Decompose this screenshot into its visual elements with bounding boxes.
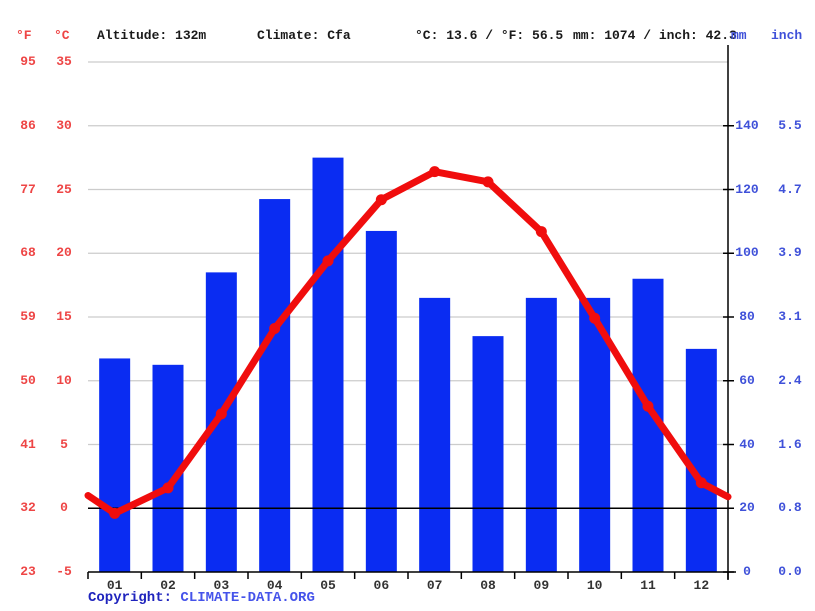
precipitation-bar-01 [99, 358, 131, 572]
copyright-label: Copyright: [88, 590, 173, 606]
celsius-tick-label: 35 [56, 54, 72, 69]
month-label-03: 03 [213, 578, 230, 593]
mm-tick-label: 100 [735, 245, 759, 261]
mm-tick-label: 20 [739, 500, 755, 516]
inch-tick-label: 4.7 [778, 181, 802, 197]
mm-axis-title: mm [731, 28, 747, 43]
celsius-tick-label: 20 [56, 245, 72, 261]
climate-class-value: Climate: Cfa [257, 28, 351, 43]
mm-tick-label: 60 [739, 372, 755, 388]
annual-precipitation-value: mm: 1074 / inch: 42.3 [573, 28, 737, 43]
inch-axis-title: inch [771, 28, 803, 43]
temperature-line [84, 168, 732, 517]
month-label-04: 04 [266, 578, 283, 593]
mm-tick-label: 140 [735, 117, 759, 133]
celsius-tick-label: 10 [56, 372, 72, 388]
precipitation-bar-12 [685, 348, 717, 572]
inch-tick-label: 5.5 [778, 117, 802, 133]
precipitation-bar-10 [579, 297, 611, 572]
fahrenheit-tick-label: 86 [20, 117, 36, 133]
month-label-05: 05 [320, 578, 336, 593]
mm-tick-label: 80 [739, 309, 755, 324]
inch-tick-label: 2.4 [778, 372, 802, 388]
temperature-point-10 [589, 312, 601, 324]
inch-tick-label: 0.0 [778, 564, 802, 579]
celsius-tick-label: -5 [56, 564, 72, 579]
month-label-06: 06 [373, 578, 390, 593]
inch-tick-label: 3.9 [778, 245, 802, 261]
temperature-point-09 [535, 226, 547, 238]
celsius-tick-label: 15 [56, 309, 72, 324]
temperature-point-06 [375, 194, 387, 206]
fahrenheit-tick-label: 32 [20, 500, 36, 516]
climate-data-org-link[interactable]: CLIMATE-DATA.ORG [180, 590, 315, 606]
month-label-02: 02 [160, 578, 176, 593]
temperature-point-04 [269, 322, 281, 334]
inch-tick-label: 3.1 [778, 309, 802, 324]
temperature-point-03 [215, 408, 227, 420]
precipitation-bar-04 [259, 199, 291, 572]
precipitation-bar-06 [365, 230, 397, 572]
fahrenheit-axis-title: °F [16, 28, 32, 43]
celsius-axis-title: °C [54, 28, 70, 43]
temperature-point-08 [482, 176, 494, 188]
precipitation-bar-08 [472, 336, 504, 572]
temperature-point-05 [322, 255, 334, 267]
precipitation-bar-05 [312, 157, 344, 572]
mm-tick-label: 0 [743, 564, 751, 579]
fahrenheit-tick-label: 23 [20, 564, 36, 579]
celsius-tick-label: 30 [56, 117, 72, 133]
temperature-point-11 [642, 400, 654, 412]
fahrenheit-tick-label: 68 [20, 245, 36, 261]
altitude-value: Altitude: 132m [97, 28, 207, 43]
mm-tick-label: 120 [735, 181, 759, 197]
month-label-08: 08 [480, 578, 496, 593]
temperature-point-01 [109, 507, 121, 519]
precipitation-bar-07 [419, 297, 451, 572]
inch-tick-label: 1.6 [778, 436, 802, 452]
fahrenheit-tick-label: 77 [20, 181, 36, 197]
precipitation-bar-09 [525, 297, 557, 572]
copyright: Copyright: CLIMATE-DATA.ORG [88, 590, 315, 606]
month-label-09: 09 [533, 578, 550, 593]
inch-tick-label: 0.8 [778, 500, 802, 516]
month-label-01: 01 [106, 578, 123, 593]
celsius-tick-label: 0 [60, 500, 68, 516]
celsius-tick-label: 5 [60, 436, 68, 452]
fahrenheit-tick-label: 41 [20, 436, 36, 452]
fahrenheit-tick-label: 50 [20, 372, 36, 388]
temperature-point-02 [162, 482, 174, 494]
temperature-point-12 [695, 477, 707, 489]
fahrenheit-tick-label: 95 [20, 54, 36, 69]
precipitation-bar-03 [205, 272, 237, 572]
mm-tick-label: 40 [739, 436, 755, 452]
average-temperature-value: °C: 13.6 / °F: 56.5 [415, 28, 564, 43]
temperature-point-07 [429, 166, 441, 178]
month-label-07: 07 [426, 578, 443, 593]
month-label-12: 12 [693, 578, 710, 593]
month-label-11: 11 [640, 578, 656, 593]
month-label-10: 10 [586, 578, 603, 593]
celsius-tick-label: 25 [56, 181, 72, 197]
fahrenheit-tick-label: 59 [20, 309, 36, 324]
